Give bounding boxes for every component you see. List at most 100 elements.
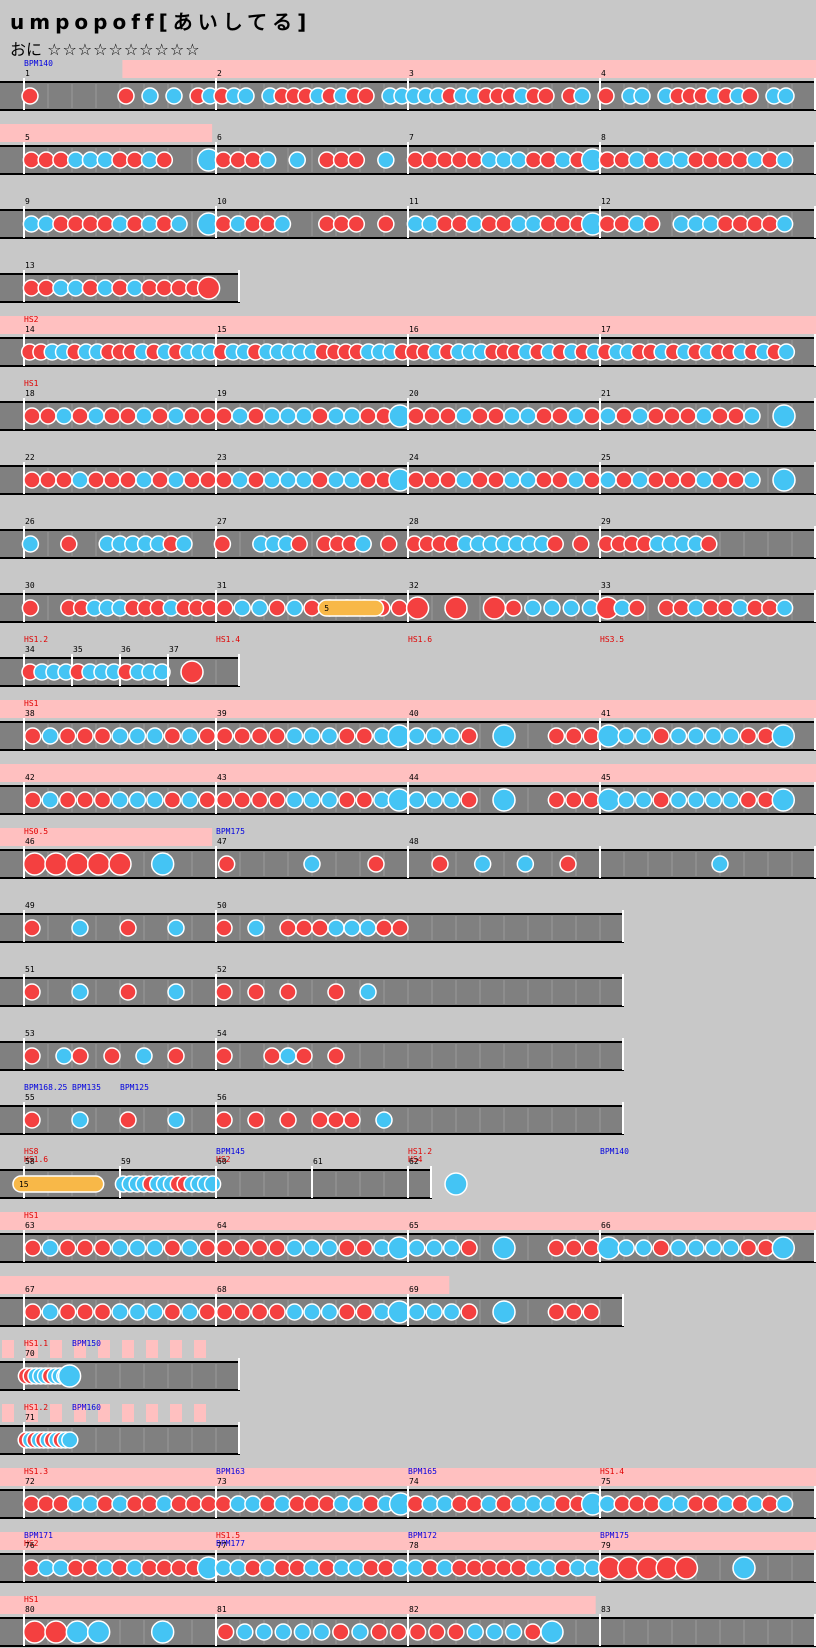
don-note [198, 1239, 217, 1257]
ka-note [237, 87, 255, 105]
ka-note [274, 1623, 292, 1641]
don-note [23, 407, 41, 425]
bar-number: 61 [313, 1157, 323, 1166]
ka-note [255, 1623, 273, 1641]
ka-note [596, 788, 621, 812]
bar-number: 6 [217, 133, 222, 142]
bpm-label: BPM175 [216, 827, 245, 836]
bar-number: 4 [601, 69, 606, 78]
bar-number: 28 [409, 517, 419, 526]
ka-note [155, 1495, 174, 1513]
ka-note [167, 1111, 185, 1129]
don-note [250, 1303, 269, 1321]
scroll-label: HS1.5 [216, 1531, 240, 1540]
ka-note [320, 1239, 339, 1257]
bar-number: 74 [409, 1477, 419, 1486]
ka-note [231, 407, 249, 425]
don-note [355, 791, 374, 809]
don-note [565, 791, 583, 809]
don-note [327, 1111, 345, 1129]
don-note [535, 407, 553, 425]
don-note [727, 471, 745, 489]
don-note [460, 791, 478, 809]
don-note [198, 791, 217, 809]
ka-note [510, 215, 528, 233]
ka-note [772, 404, 796, 428]
ka-note [444, 1172, 468, 1196]
ka-note [135, 471, 153, 489]
don-note [362, 1495, 380, 1513]
don-note [23, 727, 42, 745]
don-note [217, 855, 236, 873]
don-note [311, 471, 329, 489]
bar-number: 17 [601, 325, 611, 334]
ka-note [485, 1623, 504, 1641]
ka-note [599, 407, 617, 425]
ka-note [539, 1495, 558, 1513]
don-note [22, 852, 47, 876]
drumroll-count: 15 [19, 1180, 29, 1189]
don-note [23, 983, 41, 1001]
don-note [108, 852, 132, 876]
don-note [439, 471, 457, 489]
don-note [347, 215, 366, 233]
bar-number: 63 [25, 1221, 35, 1230]
ka-note [425, 1303, 443, 1321]
ka-note [407, 727, 426, 745]
don-note [258, 215, 277, 233]
don-note [119, 407, 137, 425]
don-note [547, 727, 566, 745]
don-note [554, 1495, 572, 1513]
ka-note [695, 471, 713, 489]
ka-note [669, 727, 688, 745]
ka-note [598, 1495, 617, 1513]
ka-note [181, 791, 199, 809]
don-note [359, 407, 377, 425]
don-note [93, 727, 112, 745]
ka-note [332, 1559, 351, 1577]
don-note [318, 215, 336, 233]
don-note [391, 919, 409, 937]
ka-note [628, 151, 646, 169]
don-note [679, 471, 697, 489]
don-note [355, 1239, 374, 1257]
don-note [597, 87, 615, 105]
ka-note [421, 1495, 439, 1513]
bar-number: 77 [217, 1541, 227, 1550]
difficulty-line: おに ☆☆☆☆☆☆☆☆☆☆ [10, 36, 201, 60]
ka-note [772, 468, 796, 492]
ka-note [373, 1303, 391, 1321]
don-note [215, 471, 233, 489]
don-note [111, 151, 129, 169]
ka-note [61, 1431, 79, 1449]
ka-note [633, 87, 651, 105]
don-note [716, 599, 735, 617]
bpm-label: BPM140 [600, 1147, 629, 1156]
don-note [44, 852, 68, 876]
ka-note [37, 215, 55, 233]
bar-number: 26 [25, 517, 35, 526]
don-note [311, 919, 329, 937]
don-note [663, 471, 681, 489]
don-note [332, 215, 351, 233]
don-note [702, 1495, 720, 1513]
don-note [711, 471, 729, 489]
don-note [126, 215, 144, 233]
don-note [421, 151, 439, 169]
don-note [155, 215, 174, 233]
don-note [539, 151, 558, 169]
don-note [615, 407, 633, 425]
bpm-label: BPM172 [408, 1531, 437, 1540]
ka-note [465, 215, 484, 233]
ka-note [687, 1239, 705, 1257]
don-note [23, 1303, 42, 1321]
don-note [487, 471, 505, 489]
ka-note [167, 407, 185, 425]
don-note [551, 471, 569, 489]
ka-note [492, 1300, 516, 1324]
don-note [22, 1495, 41, 1513]
ka-note [66, 151, 85, 169]
don-note [652, 1239, 670, 1257]
